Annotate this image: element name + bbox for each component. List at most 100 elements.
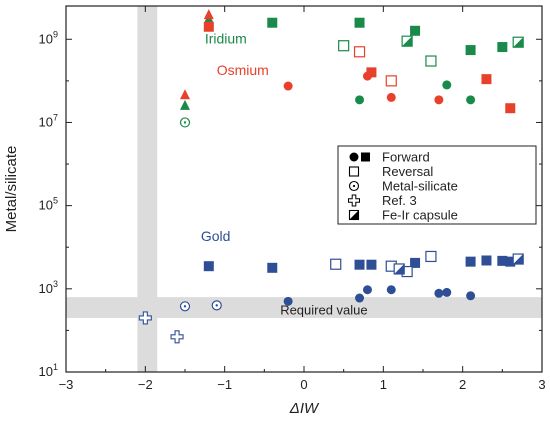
gold-point: [425, 250, 437, 263]
x-tick-label: 0: [300, 377, 307, 392]
series-osmium: [180, 9, 516, 114]
gold-point: [466, 291, 476, 301]
x-tick-label: 2: [459, 377, 466, 392]
iridium-point: [465, 45, 476, 56]
marker-fill: [513, 254, 524, 265]
y-tick-label: 109: [39, 29, 58, 46]
legend-label: Reversal: [382, 164, 433, 179]
marker-dot: [215, 304, 218, 307]
gold-point: [203, 261, 214, 272]
gold-point: [354, 259, 365, 270]
gold-point: [465, 256, 476, 267]
data-points-layer: [138, 9, 524, 344]
osmium-point: [366, 67, 377, 78]
gold-point: [170, 330, 184, 344]
legend-label: Forward: [382, 150, 430, 165]
gold-point: [179, 301, 191, 312]
y-tick-label: 101: [39, 362, 58, 379]
iridium-point: [354, 17, 365, 28]
osmium-point: [505, 103, 516, 114]
gold-point: [211, 300, 222, 311]
x-tick-label: −2: [138, 377, 153, 392]
gold-point: [481, 255, 492, 266]
marker-fill: [394, 263, 405, 274]
iridium-point: [179, 117, 191, 128]
osmium-point: [386, 92, 396, 102]
series-label-gold: Gold: [201, 228, 231, 244]
legend-dot-icon: [352, 184, 356, 188]
legend-circle-icon: [349, 152, 359, 162]
gold-point: [386, 285, 396, 295]
gold-point: [362, 285, 372, 295]
iridium-point: [466, 95, 476, 105]
legend-entry: Fe-Ir capsule: [348, 208, 458, 223]
legend-entry: Reversal: [348, 164, 433, 179]
gold-point: [512, 253, 524, 265]
gold-point: [138, 311, 152, 325]
gold-point: [393, 263, 405, 275]
iridium-point: [180, 99, 190, 110]
series-gold: [138, 250, 524, 344]
marker-dot: [183, 305, 187, 308]
vertical-band: [137, 6, 158, 372]
osmium-point: [385, 75, 397, 87]
osmium-point: [203, 21, 214, 32]
iridium-point: [338, 40, 350, 52]
x-tick-label: −1: [217, 377, 232, 392]
iridium-point: [267, 17, 278, 28]
y-axis-label: Metal/silicate: [3, 146, 20, 233]
legend-open-square-icon: [348, 166, 360, 177]
series-iridium: [179, 13, 524, 128]
legend-cross-icon: [348, 194, 360, 207]
iridium-point: [355, 95, 365, 105]
iridium-point: [410, 25, 421, 36]
gold-point: [434, 288, 444, 298]
gold-point: [505, 256, 516, 267]
osmium-point: [353, 46, 366, 58]
x-tick-label: 1: [380, 377, 387, 392]
iridium-point: [442, 80, 452, 90]
gold-point: [442, 287, 452, 297]
osmium-point: [180, 89, 190, 100]
gold-point: [366, 259, 377, 270]
osmium-point: [362, 71, 372, 81]
series-label-iridium: Iridium: [205, 30, 247, 46]
legend-entry: Ref. 3: [348, 193, 417, 208]
gold-point: [330, 258, 342, 270]
y-tick-label: 105: [39, 196, 58, 213]
legend-label: Fe-Ir capsule: [382, 208, 458, 223]
osmium-point: [283, 81, 293, 91]
axes-layer: −3 −2 −1 0 1 2 3 101 103 105 107 109: [39, 5, 546, 392]
required-value-label: Required value: [280, 303, 367, 318]
gold-point: [283, 296, 293, 306]
x-tick-label: −3: [59, 377, 74, 392]
legend-box: [337, 145, 537, 225]
series-label-osmium: Osmium: [217, 62, 269, 78]
legend-square-icon: [361, 152, 370, 162]
gold-point: [355, 293, 365, 303]
gold-point: [497, 255, 508, 266]
iridium-point: [401, 35, 413, 47]
iridium-point: [497, 42, 508, 53]
marker-fill: [402, 36, 413, 47]
y-tick-label: 107: [39, 112, 58, 129]
y-tick-label: 103: [39, 279, 58, 296]
osmium-point: [481, 74, 492, 85]
gold-point: [267, 262, 278, 273]
legend-entry: Metal-silicate: [348, 179, 458, 194]
legend-label: Metal-silicate: [382, 179, 458, 194]
legend-half-fill: [349, 210, 359, 220]
marker-dot: [183, 121, 187, 124]
osmium-point: [434, 95, 444, 105]
legend-label: Ref. 3: [382, 193, 417, 208]
x-axis-label: ΔIW: [289, 400, 320, 417]
legend-entry: Forward: [349, 150, 430, 165]
osmium-point: [203, 9, 214, 20]
marker-fill: [513, 37, 524, 48]
x-tick-label: 3: [538, 377, 545, 392]
gold-point: [410, 257, 421, 268]
iridium-point: [425, 55, 437, 67]
iridium-point: [512, 36, 524, 48]
